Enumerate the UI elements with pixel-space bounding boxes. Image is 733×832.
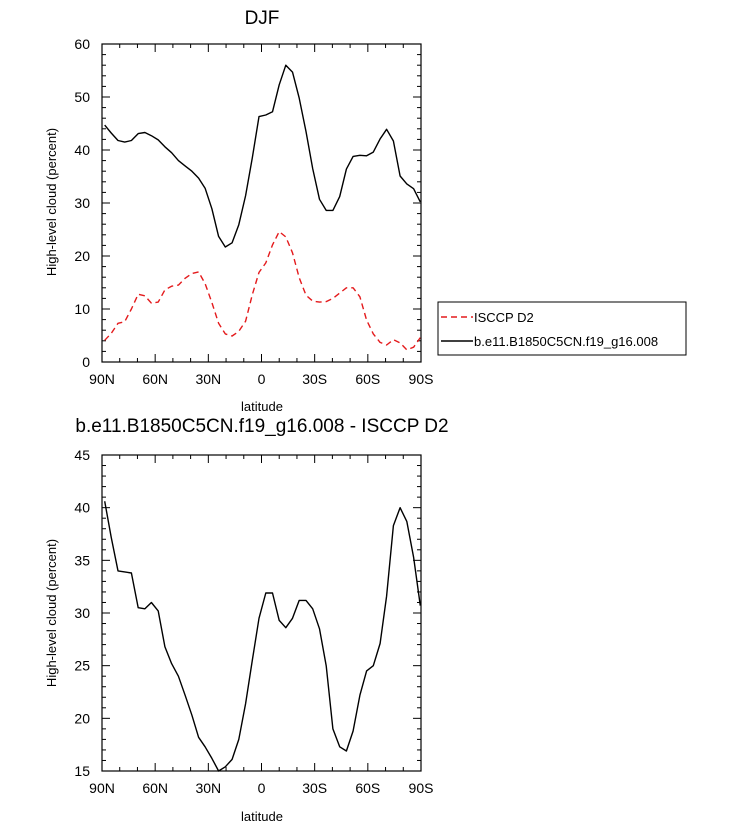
panel-difference-y-axis-label: High-level cloud (percent) — [44, 539, 59, 687]
panel-difference-x-tick-label: 30S — [302, 780, 327, 796]
panel-djf-y-tick-label: 30 — [74, 195, 90, 211]
panel-djf-x-tick-label: 90S — [409, 371, 434, 387]
panel-difference-x-tick-label: 60S — [355, 780, 380, 796]
panel-djf-y-tick-label: 0 — [82, 354, 90, 370]
panel-djf-plot-frame — [101, 43, 422, 363]
panel-difference-plot-frame — [101, 454, 422, 772]
panel-difference-y-tick-label: 30 — [74, 605, 90, 621]
panel-djf-y-tick-label: 60 — [74, 36, 90, 52]
panel-djf-y-tick-label: 20 — [74, 248, 90, 264]
panel-djf-x-tick-label: 0 — [258, 371, 266, 387]
panel-difference-ticks: 90N 60N 30N 0 30S 60S 90S 15 20 25 30 35 40 45 — [74, 447, 433, 796]
panel-djf-series-line-1 — [104, 64, 421, 248]
panel-difference-x-tick-label: 60N — [142, 780, 168, 796]
panel-difference-series — [104, 501, 421, 772]
panel-difference: b.e11.B1850C5CN.f19_g16.008 - ISCCP D2 l… — [44, 416, 449, 824]
panel-difference-title: b.e11.B1850C5CN.f19_g16.008 - ISCCP D2 — [75, 416, 448, 437]
panel-difference-y-tick-label: 20 — [74, 710, 90, 726]
panel-djf-series — [104, 64, 421, 351]
panel-djf-x-tick-label: 60S — [355, 371, 380, 387]
legend: ISCCP D2 b.e11.B1850C5CN.f19_g16.008 — [437, 301, 687, 356]
panel-difference-x-tick-label: 90S — [409, 780, 434, 796]
panel-difference-x-tick-label: 0 — [258, 780, 266, 796]
panel-difference-x-tick-label: 30N — [195, 780, 221, 796]
panel-djf-x-tick-label: 30S — [302, 371, 327, 387]
panel-difference-y-tick-label: 25 — [74, 658, 90, 674]
panel-djf: DJF latitude High-level cloud (percent) … — [44, 8, 433, 414]
panel-djf-x-tick-label: 90N — [89, 371, 115, 387]
panel-djf-ticks: 90N 60N 30N 0 30S 60S 90S 0 10 20 30 40 50 60 — [74, 36, 433, 387]
legend-label-model: b.e11.B1850C5CN.f19_g16.008 — [474, 334, 658, 349]
panel-difference-x-tick-label: 90N — [89, 780, 115, 796]
panel-djf-title: DJF — [245, 8, 280, 29]
panel-difference-y-tick-label: 15 — [74, 763, 90, 779]
panel-difference-series-line-0 — [104, 501, 421, 772]
panel-difference-x-axis-label: latitude — [241, 809, 283, 824]
panel-djf-x-tick-label: 60N — [142, 371, 168, 387]
panel-djf-y-tick-label: 50 — [74, 89, 90, 105]
panel-djf-x-axis-label: latitude — [241, 399, 283, 414]
legend-box — [437, 301, 687, 356]
legend-label-isccp: ISCCP D2 — [474, 310, 534, 325]
panel-difference-y-tick-label: 35 — [74, 552, 90, 568]
panel-difference-y-tick-label: 40 — [74, 500, 90, 516]
panel-djf-y-axis-label: High-level cloud (percent) — [44, 128, 59, 276]
panel-difference-y-tick-label: 45 — [74, 447, 90, 463]
panel-djf-series-line-0 — [104, 230, 421, 351]
panel-djf-y-tick-label: 10 — [74, 301, 90, 317]
panel-djf-y-tick-label: 40 — [74, 142, 90, 158]
panel-djf-x-tick-label: 30N — [195, 371, 221, 387]
